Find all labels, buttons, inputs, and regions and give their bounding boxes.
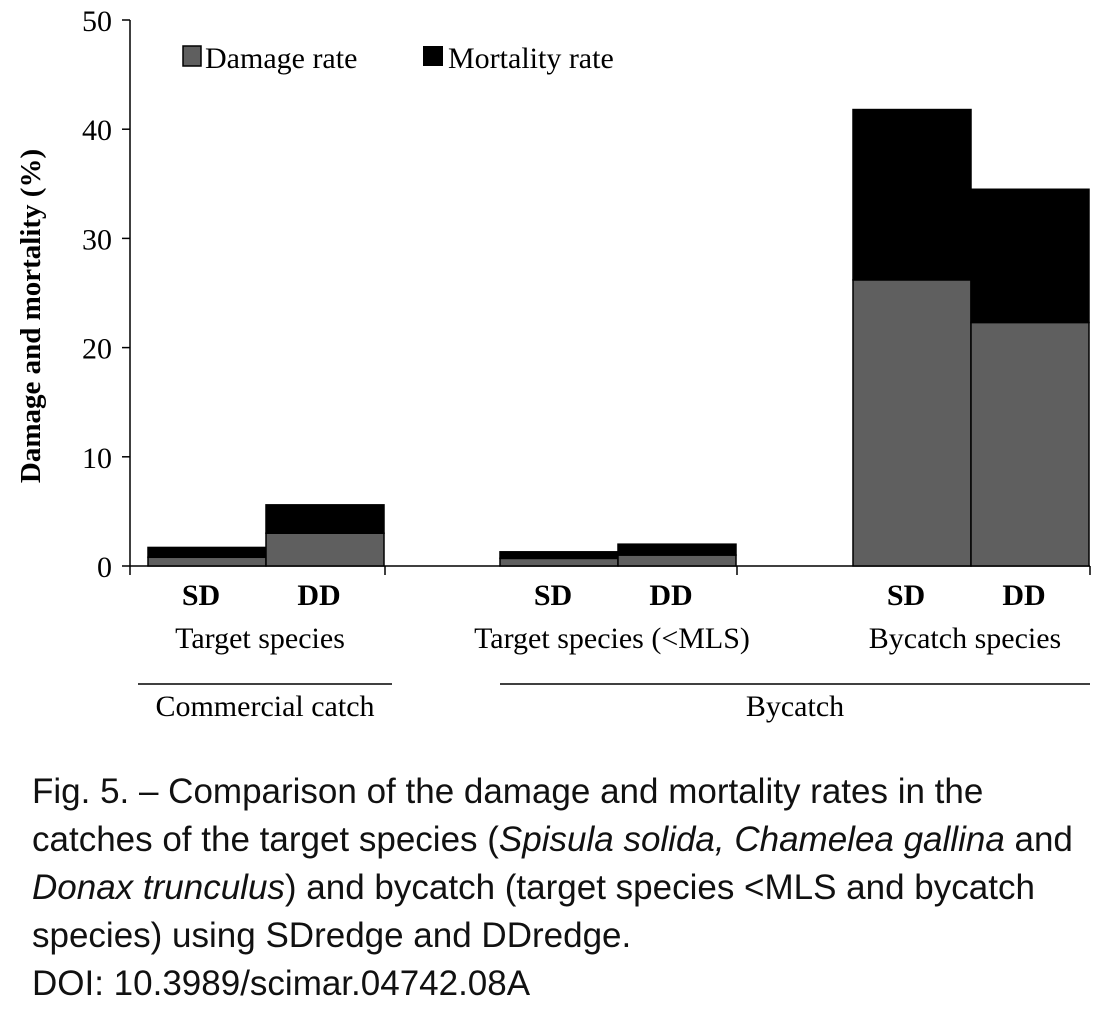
caption-doi: DOI: 10.3989/scimar.04742.08A xyxy=(32,964,531,1003)
bar-damage-4 xyxy=(852,279,972,567)
y-axis-title: Damage and mortality (%) xyxy=(15,149,47,483)
bar-mortality-2 xyxy=(499,551,619,560)
bar-mortality-4 xyxy=(852,108,972,281)
bars xyxy=(147,108,1090,567)
bar-mortality-0 xyxy=(147,546,267,559)
bar-mortality-1 xyxy=(265,504,385,534)
legend: Damage rate Mortality rate xyxy=(182,42,614,75)
y-tick-label: 50 xyxy=(82,5,112,38)
category-label: DD xyxy=(297,579,340,612)
caption-prefix: Fig. 5. – Comparison of the damage and m… xyxy=(32,772,984,859)
y-tick-label: 10 xyxy=(82,442,112,475)
caption-text: Fig. 5. – Comparison of the damage and m… xyxy=(32,768,1092,960)
super-group-labels: Commercial catch Bycatch xyxy=(138,683,1090,723)
bar-damage-0 xyxy=(147,556,267,567)
bar-damage-5 xyxy=(970,321,1090,567)
super-group-label: Bycatch xyxy=(746,690,844,723)
legend-swatch-damage-rate xyxy=(182,45,202,67)
bar-mortality-5 xyxy=(970,188,1090,324)
bar-damage-3 xyxy=(617,554,737,567)
bar-damage-2 xyxy=(499,557,619,567)
caption-species-1: Spisula solida, Chamelea gallina xyxy=(498,820,1005,859)
category-label: SD xyxy=(182,579,220,612)
group-label: Target species (<MLS) xyxy=(474,622,750,655)
y-axis-ticks: 0 10 20 30 40 50 xyxy=(82,5,130,584)
bar-mortality-3 xyxy=(617,543,737,556)
figure-caption: Fig. 5. – Comparison of the damage and m… xyxy=(32,768,1092,1008)
stacked-bar-chart: 0 10 20 30 40 50 Damage and mortality (%) SD D… xyxy=(15,5,1091,723)
category-label: SD xyxy=(887,579,925,612)
category-label: SD xyxy=(534,579,572,612)
caption-suffix: ) and bycatch (target species <MLS and b… xyxy=(32,868,1035,955)
super-group-label: Commercial catch xyxy=(155,690,374,723)
y-tick-label: 40 xyxy=(82,114,112,147)
y-tick-label: 0 xyxy=(97,551,112,584)
legend-label-mortality-rate: Mortality rate xyxy=(448,42,614,75)
x-axis-ticks xyxy=(129,566,1091,575)
y-tick-label: 20 xyxy=(82,333,112,366)
legend-label-damage-rate: Damage rate xyxy=(205,42,357,75)
group-label: Bycatch species xyxy=(869,622,1061,655)
legend-swatch-mortality-rate xyxy=(423,46,443,66)
caption-and: and xyxy=(1004,820,1073,859)
bar-damage-1 xyxy=(265,532,385,567)
group-labels: Target species Target species (<MLS) Bycat… xyxy=(175,622,1061,655)
category-label: DD xyxy=(1002,579,1045,612)
group-label: Target species xyxy=(175,622,345,655)
y-tick-label: 30 xyxy=(82,223,112,256)
category-labels: SD DD SD DD SD DD xyxy=(182,579,1046,612)
caption-species-2: Donax trunculus xyxy=(32,868,285,907)
category-label: DD xyxy=(649,579,692,612)
